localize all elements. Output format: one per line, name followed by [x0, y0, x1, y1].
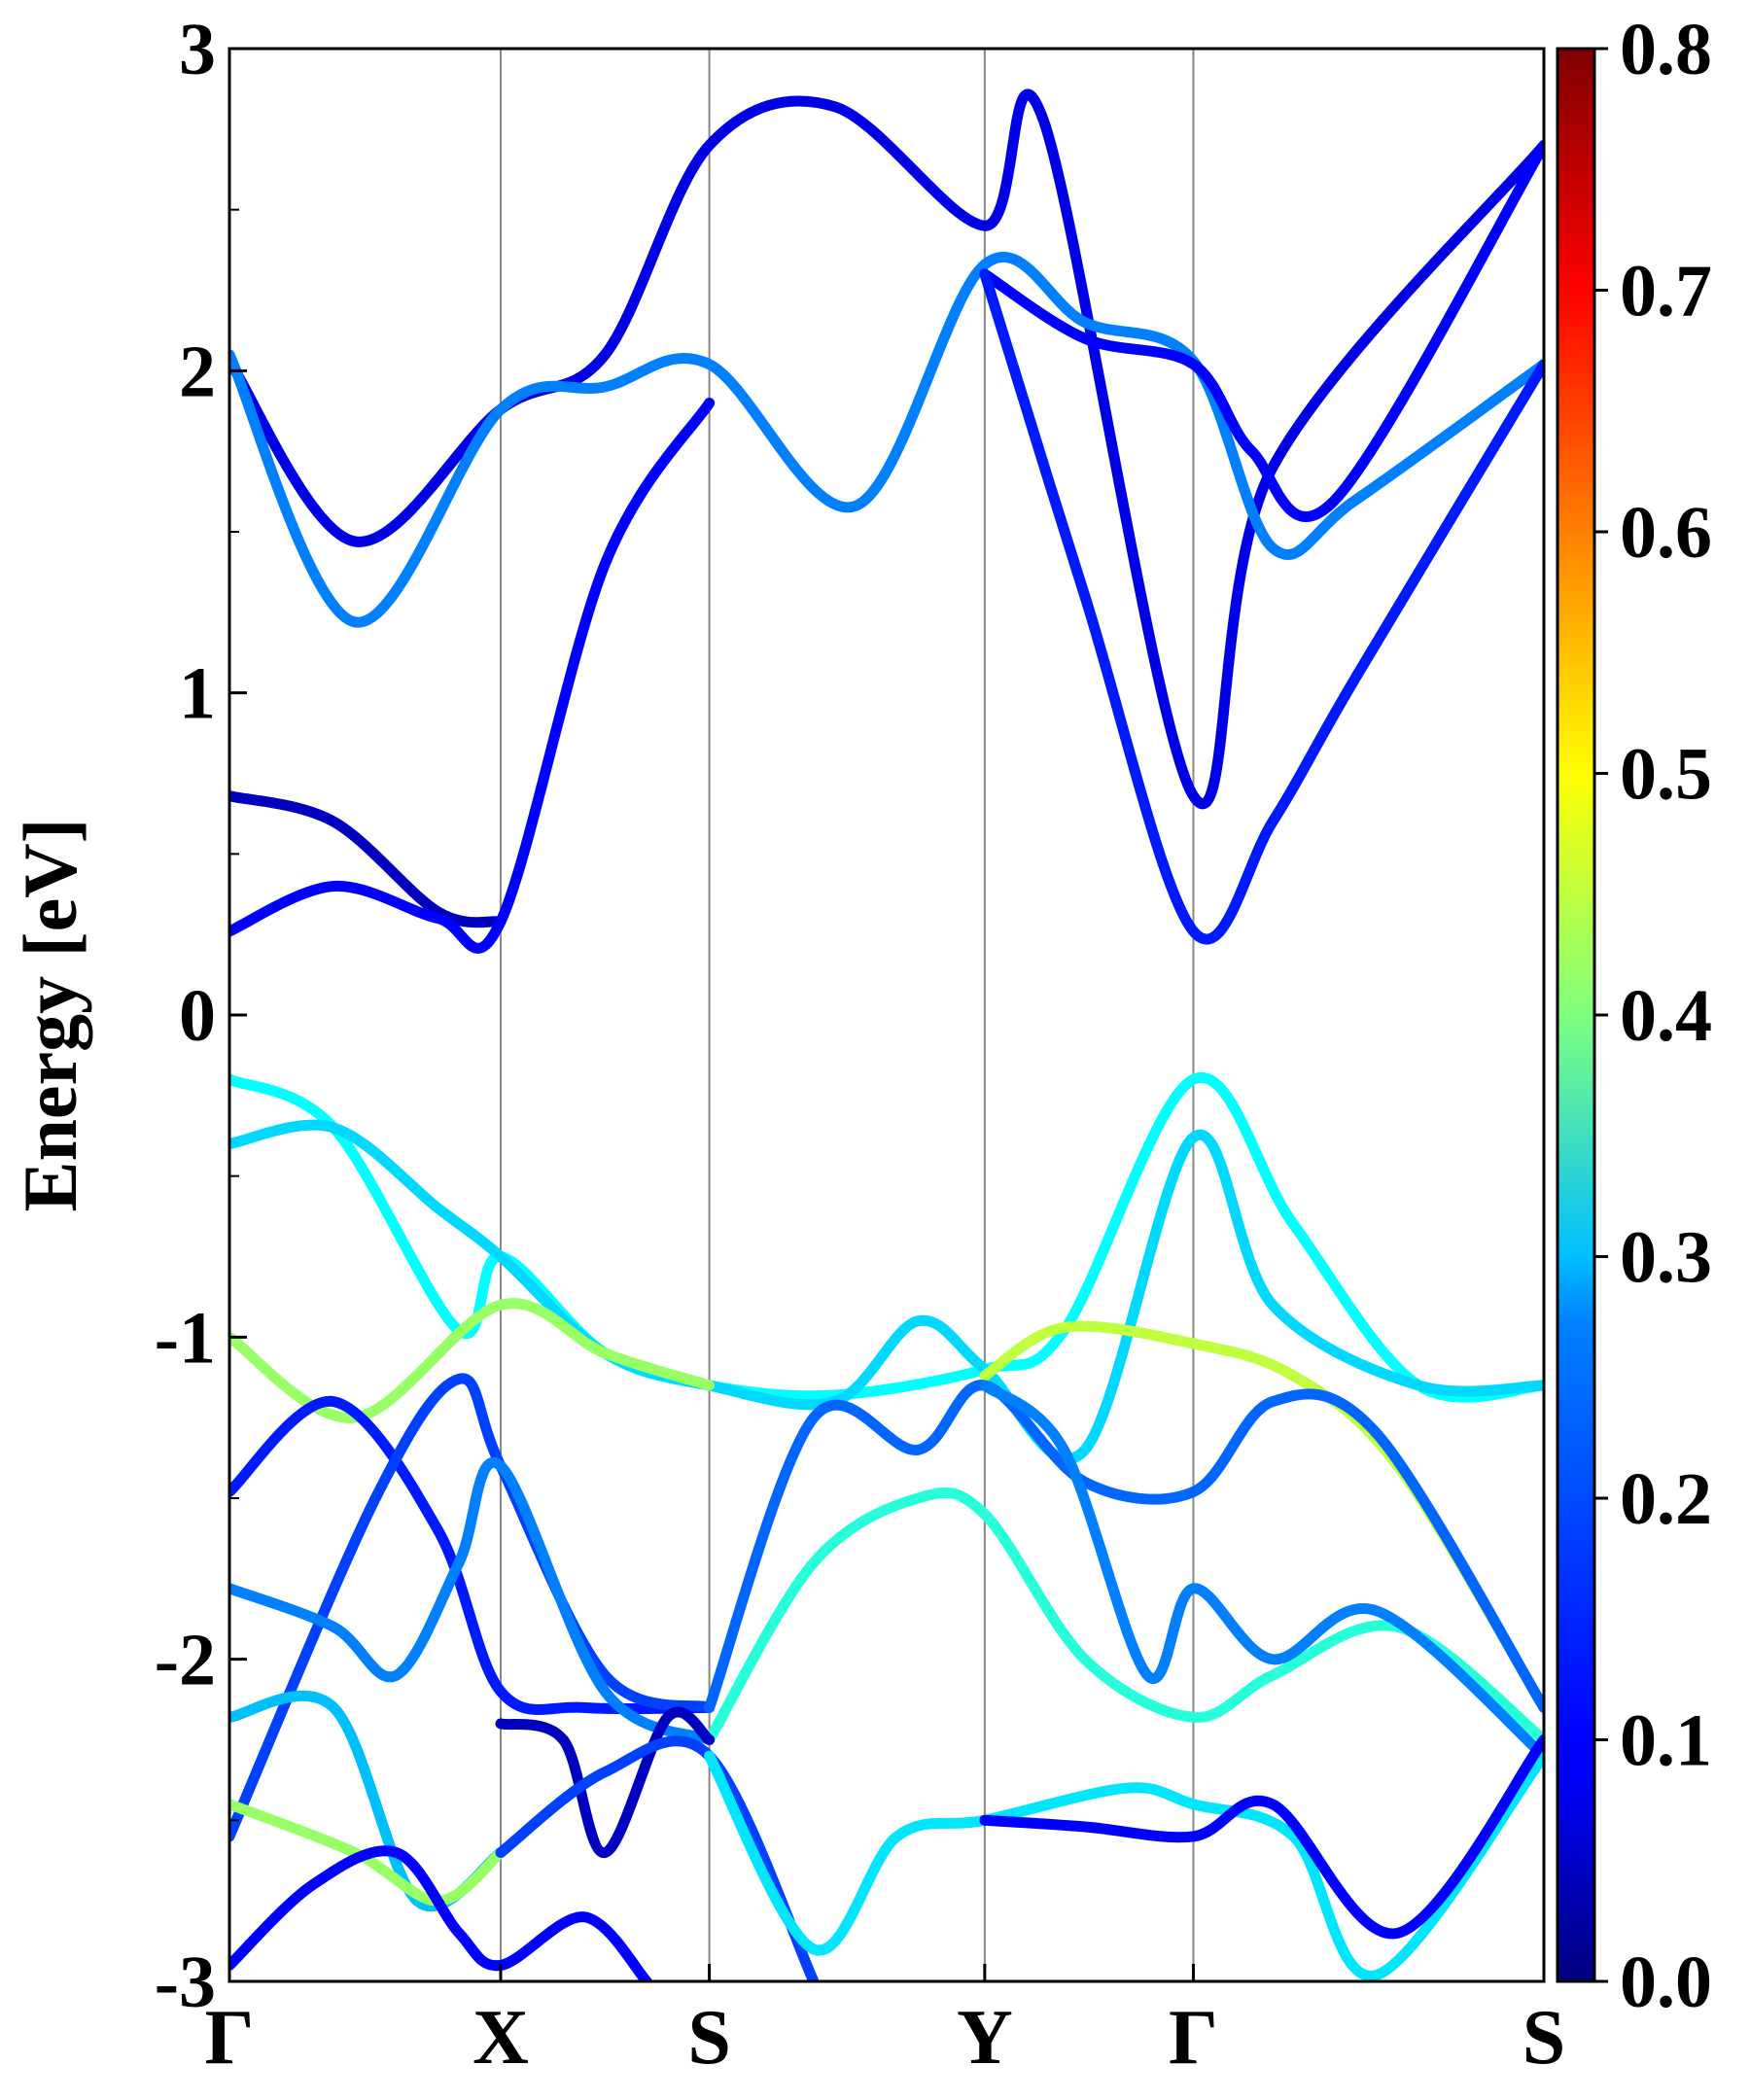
colorbar: 0.8 0.7 0.6 0.5 0.4 0.3 0.2 0.1 0.0 [1556, 9, 1712, 2023]
colorbar-tick-label: 0.3 [1620, 1217, 1712, 1299]
kpath-label: Γ [205, 1995, 255, 2081]
colorbar-tick-label: 0.8 [1620, 9, 1712, 90]
colorbar-tick-label: 0.6 [1620, 492, 1712, 574]
plot-area: 3 2 1 0 -1 -2 -3 Γ X S Y Γ S [155, 9, 1566, 2081]
band-vb-9 [704, 1487, 1544, 1745]
band-vb-16 [979, 1734, 1544, 1940]
y-tick-label: 3 [179, 9, 216, 90]
colorbar-gradient [1558, 49, 1594, 1981]
band-vb-8 [229, 1457, 716, 1745]
colorbar-tick-label: 0.1 [1620, 1700, 1712, 1782]
band-vb-17 [229, 1845, 652, 1981]
y-tick-label: -2 [155, 1620, 216, 1701]
colorbar-tick-label: 0.5 [1620, 734, 1712, 816]
colorbar-tick-label: 0.4 [1620, 975, 1712, 1057]
y-tick-label: 0 [179, 975, 216, 1057]
band-vb-5 [229, 1396, 716, 1715]
band-vb-10 [979, 1380, 1544, 1762]
band-vb-13 [229, 1799, 507, 1907]
band-vb-2 [229, 1119, 1544, 1464]
y-tick-label: 1 [179, 653, 216, 735]
band-lines [229, 88, 1544, 1981]
kpath-label: S [1522, 1995, 1566, 2081]
colorbar-tick-label: 0.0 [1620, 1942, 1712, 2023]
kpath-label: Γ [1169, 1995, 1218, 2081]
colorbar-tick-label: 0.7 [1620, 251, 1712, 332]
plot-background [229, 49, 1544, 1981]
y-axis-ticks: 3 2 1 0 -1 -2 -3 [155, 9, 247, 2023]
colorbar-ticks: 0.8 0.7 0.6 0.5 0.4 0.3 0.2 0.1 0.0 [1594, 9, 1712, 2023]
band-vb-12 [495, 1706, 716, 1858]
y-tick-label: 2 [179, 331, 216, 412]
kpath-label: S [687, 1995, 731, 2081]
colorbar-tick-label: 0.2 [1620, 1458, 1712, 1540]
y-tick-label: -3 [155, 1942, 216, 2023]
band-cb-low-2 [229, 398, 716, 954]
band-cb-top-3 [979, 139, 1544, 522]
y-axis-title: Energy [eV] [8, 818, 92, 1211]
band-cb-gamma-lower [979, 268, 1544, 945]
band-cb-top-2 [229, 252, 1544, 628]
kpath-label: Y [957, 1995, 1013, 2081]
band-vb-15 [704, 1750, 1544, 1981]
band-cb-low-1 [229, 790, 507, 928]
y-tick-label: -1 [155, 1297, 216, 1379]
kpath-label: X [472, 1995, 529, 2081]
